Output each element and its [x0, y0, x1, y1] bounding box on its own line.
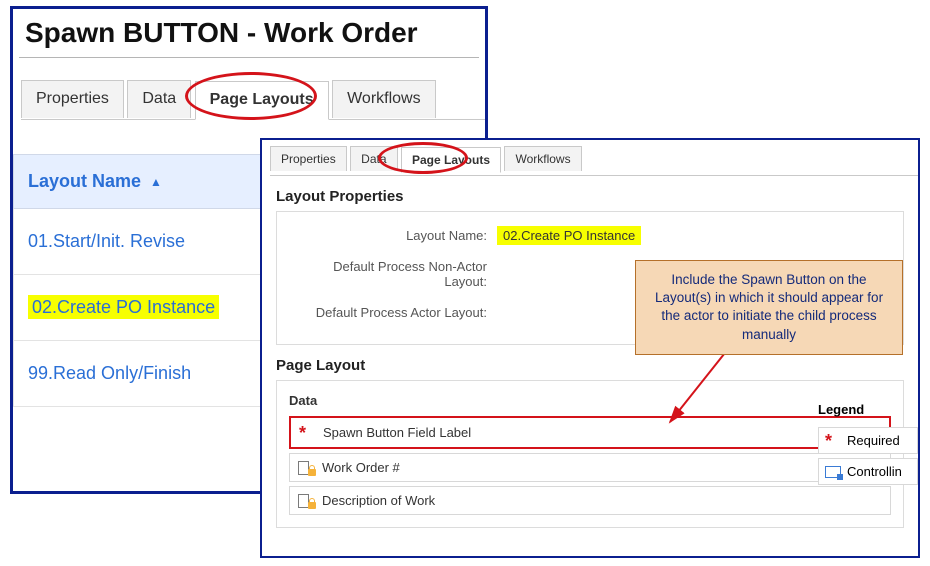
annotation-callout: Include the Spawn Button on the Layout(s… [635, 260, 903, 355]
legend: Legend * Required Controllin [818, 398, 918, 489]
required-star-icon: * [299, 427, 315, 439]
required-star-icon: * [825, 435, 841, 447]
tab-page-layouts[interactable]: Page Layouts [195, 81, 329, 120]
legend-required-label: Required [847, 433, 900, 448]
legend-required: * Required [818, 427, 918, 454]
field-row[interactable]: Description of Work [289, 486, 891, 515]
row-layout-name: Layout Name: 02.Create PO Instance [277, 220, 903, 251]
field-row[interactable]: * Spawn Button Field Label [289, 416, 891, 449]
field-row[interactable]: Work Order # [289, 453, 891, 482]
sort-asc-icon: ▲ [150, 175, 162, 189]
data-header: Data [277, 387, 903, 412]
field-label: Description of Work [322, 493, 435, 508]
tab-workflows[interactable]: Workflows [332, 80, 436, 118]
rp-tab-workflows[interactable]: Workflows [504, 146, 581, 171]
layout-name-label: Layout Name: [287, 228, 497, 243]
tab-properties[interactable]: Properties [21, 80, 124, 118]
field-label: Spawn Button Field Label [323, 425, 471, 440]
rp-tabs: Properties Data Page Layouts Workflows [270, 146, 918, 176]
page-layout-box: Data * Spawn Button Field Label Work Order… [276, 380, 904, 528]
legend-controlling: Controllin [818, 458, 918, 485]
legend-title: Legend [818, 398, 918, 423]
page-title: Spawn BUTTON - Work Order [19, 9, 479, 58]
controlling-icon [825, 466, 841, 478]
tab-data[interactable]: Data [127, 80, 191, 118]
actor-label: Default Process Actor Layout: [287, 305, 497, 320]
locked-field-icon [298, 461, 314, 475]
rp-tab-page-layouts[interactable]: Page Layouts [401, 147, 501, 173]
layout-name-value: 02.Create PO Instance [497, 226, 641, 245]
locked-field-icon [298, 494, 314, 508]
rp-tab-properties[interactable]: Properties [270, 146, 347, 171]
layout-item-label: 02.Create PO Instance [28, 295, 219, 319]
legend-controlling-label: Controllin [847, 464, 902, 479]
layout-name-header-label: Layout Name [28, 171, 141, 191]
non-actor-label: Default Process Non-Actor Layout: [287, 259, 497, 289]
lp-tabs: Properties Data Page Layouts Workflows [21, 80, 485, 120]
layout-properties-title: Layout Properties [262, 176, 918, 211]
rp-tab-data[interactable]: Data [350, 146, 397, 171]
field-label: Work Order # [322, 460, 400, 475]
